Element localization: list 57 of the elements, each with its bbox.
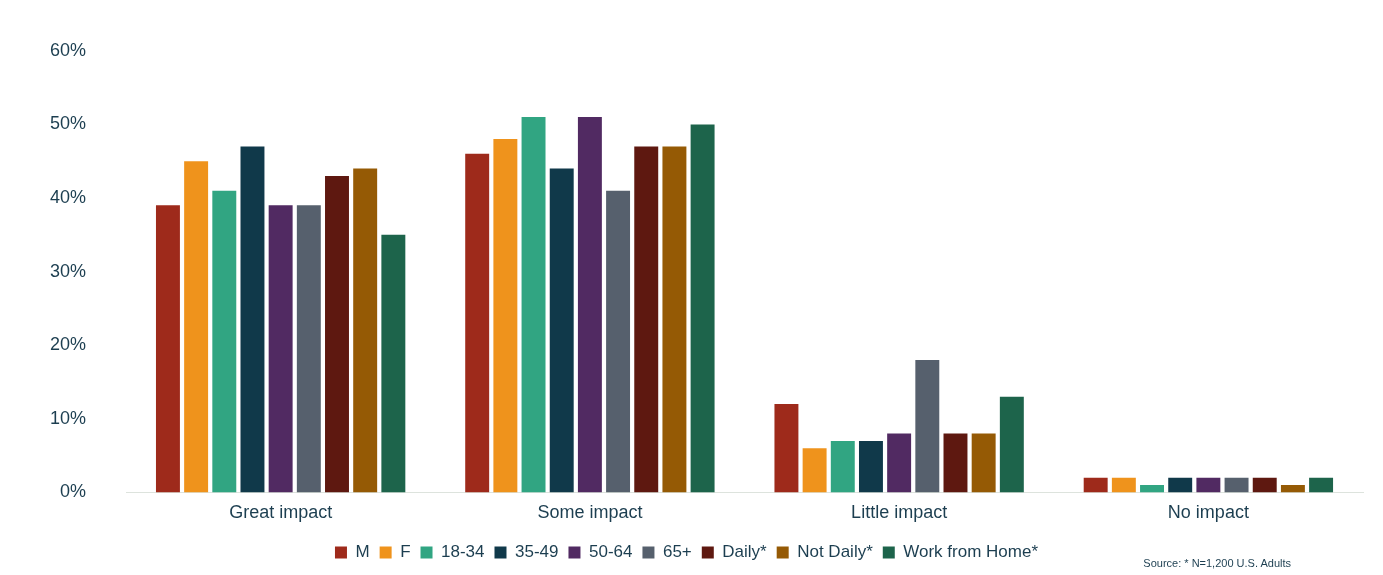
legend-label: Not Daily* [797, 542, 874, 562]
bar [1309, 477, 1334, 493]
bar [240, 146, 265, 493]
bar [1224, 477, 1249, 493]
bar [353, 168, 378, 493]
bar [971, 433, 996, 493]
bar [999, 396, 1024, 493]
bar [1140, 485, 1164, 493]
bar [325, 175, 349, 493]
bar [521, 117, 546, 493]
bar [1083, 477, 1108, 493]
bar [212, 190, 237, 493]
bar [268, 205, 293, 493]
bar [155, 205, 180, 493]
bar [887, 433, 912, 493]
x-tick-label: Some impact [537, 502, 643, 523]
x-tick-label: No impact [1167, 502, 1249, 523]
bar [1196, 477, 1221, 493]
bar [830, 440, 855, 493]
legend-label: F [400, 542, 411, 562]
bar [606, 190, 631, 493]
x-tick-label: Little impact [851, 502, 948, 523]
x-tick-label: Great impact [229, 502, 333, 523]
bar [381, 234, 406, 493]
legend-label: Work from Home* [903, 542, 1039, 562]
y-tick-label: 0% [60, 481, 87, 502]
bar [774, 404, 799, 493]
y-tick-label: 40% [50, 186, 87, 207]
legend-label: M [355, 542, 370, 562]
source-note: Source: * N=1,200 U.S. Adults [1143, 557, 1291, 569]
bar [465, 153, 490, 493]
y-tick-label: 10% [50, 407, 87, 428]
bar [296, 205, 321, 493]
bar [1280, 485, 1305, 493]
legend-label: Daily* [722, 542, 768, 562]
bar [1168, 477, 1193, 493]
bar [662, 146, 687, 493]
bar [634, 146, 659, 493]
y-tick-label: 50% [50, 113, 87, 134]
bar [549, 168, 574, 493]
bar [690, 124, 715, 493]
bar [858, 440, 883, 493]
bar [1111, 477, 1136, 493]
bar [184, 161, 209, 493]
y-tick-label: 20% [50, 334, 87, 355]
bar [1252, 477, 1277, 493]
bar [493, 139, 518, 493]
y-tick-label: 60% [50, 39, 87, 60]
bar [943, 433, 968, 493]
legend-label: 35-49 [514, 542, 559, 562]
bar [577, 117, 602, 493]
legend-label: 50-64 [588, 542, 633, 562]
legend-label: 18-34 [441, 542, 485, 562]
y-tick-label: 30% [50, 260, 87, 281]
bar [915, 359, 940, 493]
legend-label: 65+ [662, 542, 692, 562]
bar [802, 448, 827, 493]
